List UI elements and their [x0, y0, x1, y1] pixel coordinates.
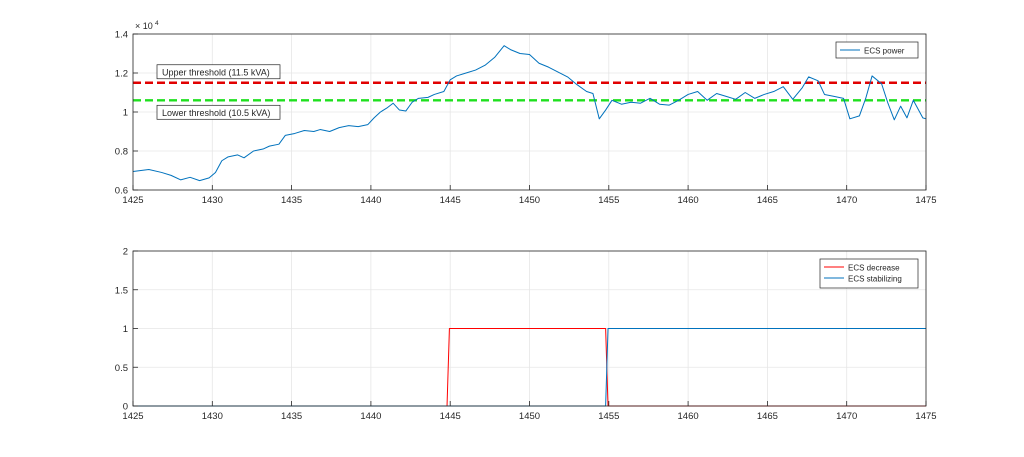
state-legend: ECS decrease ECS stabilizing: [819, 258, 919, 289]
state-x-tick-label: 1450: [519, 411, 540, 422]
power-series: [132, 45, 927, 182]
state-legend-label: ECS stabilizing: [848, 275, 902, 284]
state-y-tick-label: 0: [123, 402, 128, 413]
power-y-ticks: 0.6 0.8 1 1.2 1.4: [115, 30, 138, 197]
power-threshold-label-text: Lower threshold (10.5 kVA): [162, 108, 270, 118]
state-x-tick-label: 1475: [915, 411, 936, 422]
power-x-tick-label: 1455: [598, 195, 619, 206]
power-legend-label: ECS power: [864, 47, 905, 56]
power-x-tick-label: 1435: [281, 195, 302, 206]
state-y-tick-label: 2: [123, 247, 128, 258]
state-x-tick-label: 1455: [598, 411, 619, 422]
state-axes: 1425 1430 1435 1440 1445 1450 1455 1460 1465 1470…: [115, 247, 937, 423]
power-x-tick-label: 1465: [757, 195, 778, 206]
power-y-tick-label: 1.4: [115, 30, 128, 41]
power-legend-item: ECS power: [840, 47, 905, 56]
power-x-tick-label: 1450: [519, 195, 540, 206]
power-y-tick-label: 0.8: [115, 147, 128, 158]
power-threshold-label: Lower threshold (10.5 kVA): [156, 104, 281, 120]
state-x-tick-label: 1470: [836, 411, 857, 422]
power-threshold-label-box: [156, 64, 281, 80]
state-x-tick-label: 1465: [757, 411, 778, 422]
state-y-tick-label: 0.5: [115, 363, 128, 374]
power-y-tick-label: 0.6: [115, 186, 128, 197]
power-y-tick-label: 1: [123, 108, 128, 119]
power-y-exponent-base: × 10: [135, 21, 153, 31]
power-threshold-label-text: Upper threshold (11.5 kVA): [162, 67, 270, 77]
power-x-tick-label: 1475: [915, 195, 936, 206]
power-x-tick-label: 1440: [360, 195, 381, 206]
state-y-ticks: 0 0.5 1 1.5 2: [115, 247, 138, 413]
power-threshold-labels: Upper threshold (11.5 kVA) Lower threshol…: [156, 64, 281, 120]
power-x-tick-label: 1430: [202, 195, 223, 206]
power-series-line-ecs-power: [132, 45, 927, 182]
state-legend-item: ECS decrease: [824, 264, 900, 273]
state-x-tick-label: 1425: [122, 411, 143, 422]
power-y-tick-label: 1.2: [115, 69, 128, 80]
state-x-ticks: 1425 1430 1435 1440 1445 1450 1455 1460 1465 1470…: [122, 401, 937, 422]
state-y-tick-label: 1.5: [115, 285, 128, 296]
power-y-exponent-power: 4: [155, 20, 159, 27]
power-x-tick-label: 1425: [122, 195, 143, 206]
power-x-tick-label: 1445: [440, 195, 461, 206]
state-legend-label: ECS decrease: [848, 264, 900, 273]
state-legend-item: ECS stabilizing: [824, 275, 902, 284]
power-threshold-lines: [133, 81, 926, 102]
state-x-tick-label: 1440: [360, 411, 381, 422]
power-x-tick-label: 1460: [678, 195, 699, 206]
power-x-tick-label: 1470: [836, 195, 857, 206]
state-y-tick-label: 1: [123, 324, 128, 335]
state-x-tick-label: 1430: [202, 411, 223, 422]
power-axes: 1425 1430 1435 1440 1445 1450 1455 1460 1465 1470…: [115, 20, 937, 206]
state-x-tick-label: 1460: [678, 411, 699, 422]
power-x-ticks: 1425 1430 1435 1440 1445 1450 1455 1460 1465 1470…: [122, 185, 937, 206]
power-legend: ECS power: [835, 41, 919, 59]
power-threshold-label-box: [156, 104, 281, 120]
power-legend-box: [835, 41, 919, 59]
power-threshold-label: Upper threshold (11.5 kVA): [156, 64, 281, 80]
state-x-tick-label: 1435: [281, 411, 302, 422]
state-x-tick-label: 1445: [440, 411, 461, 422]
state-legend-box: [819, 258, 919, 289]
